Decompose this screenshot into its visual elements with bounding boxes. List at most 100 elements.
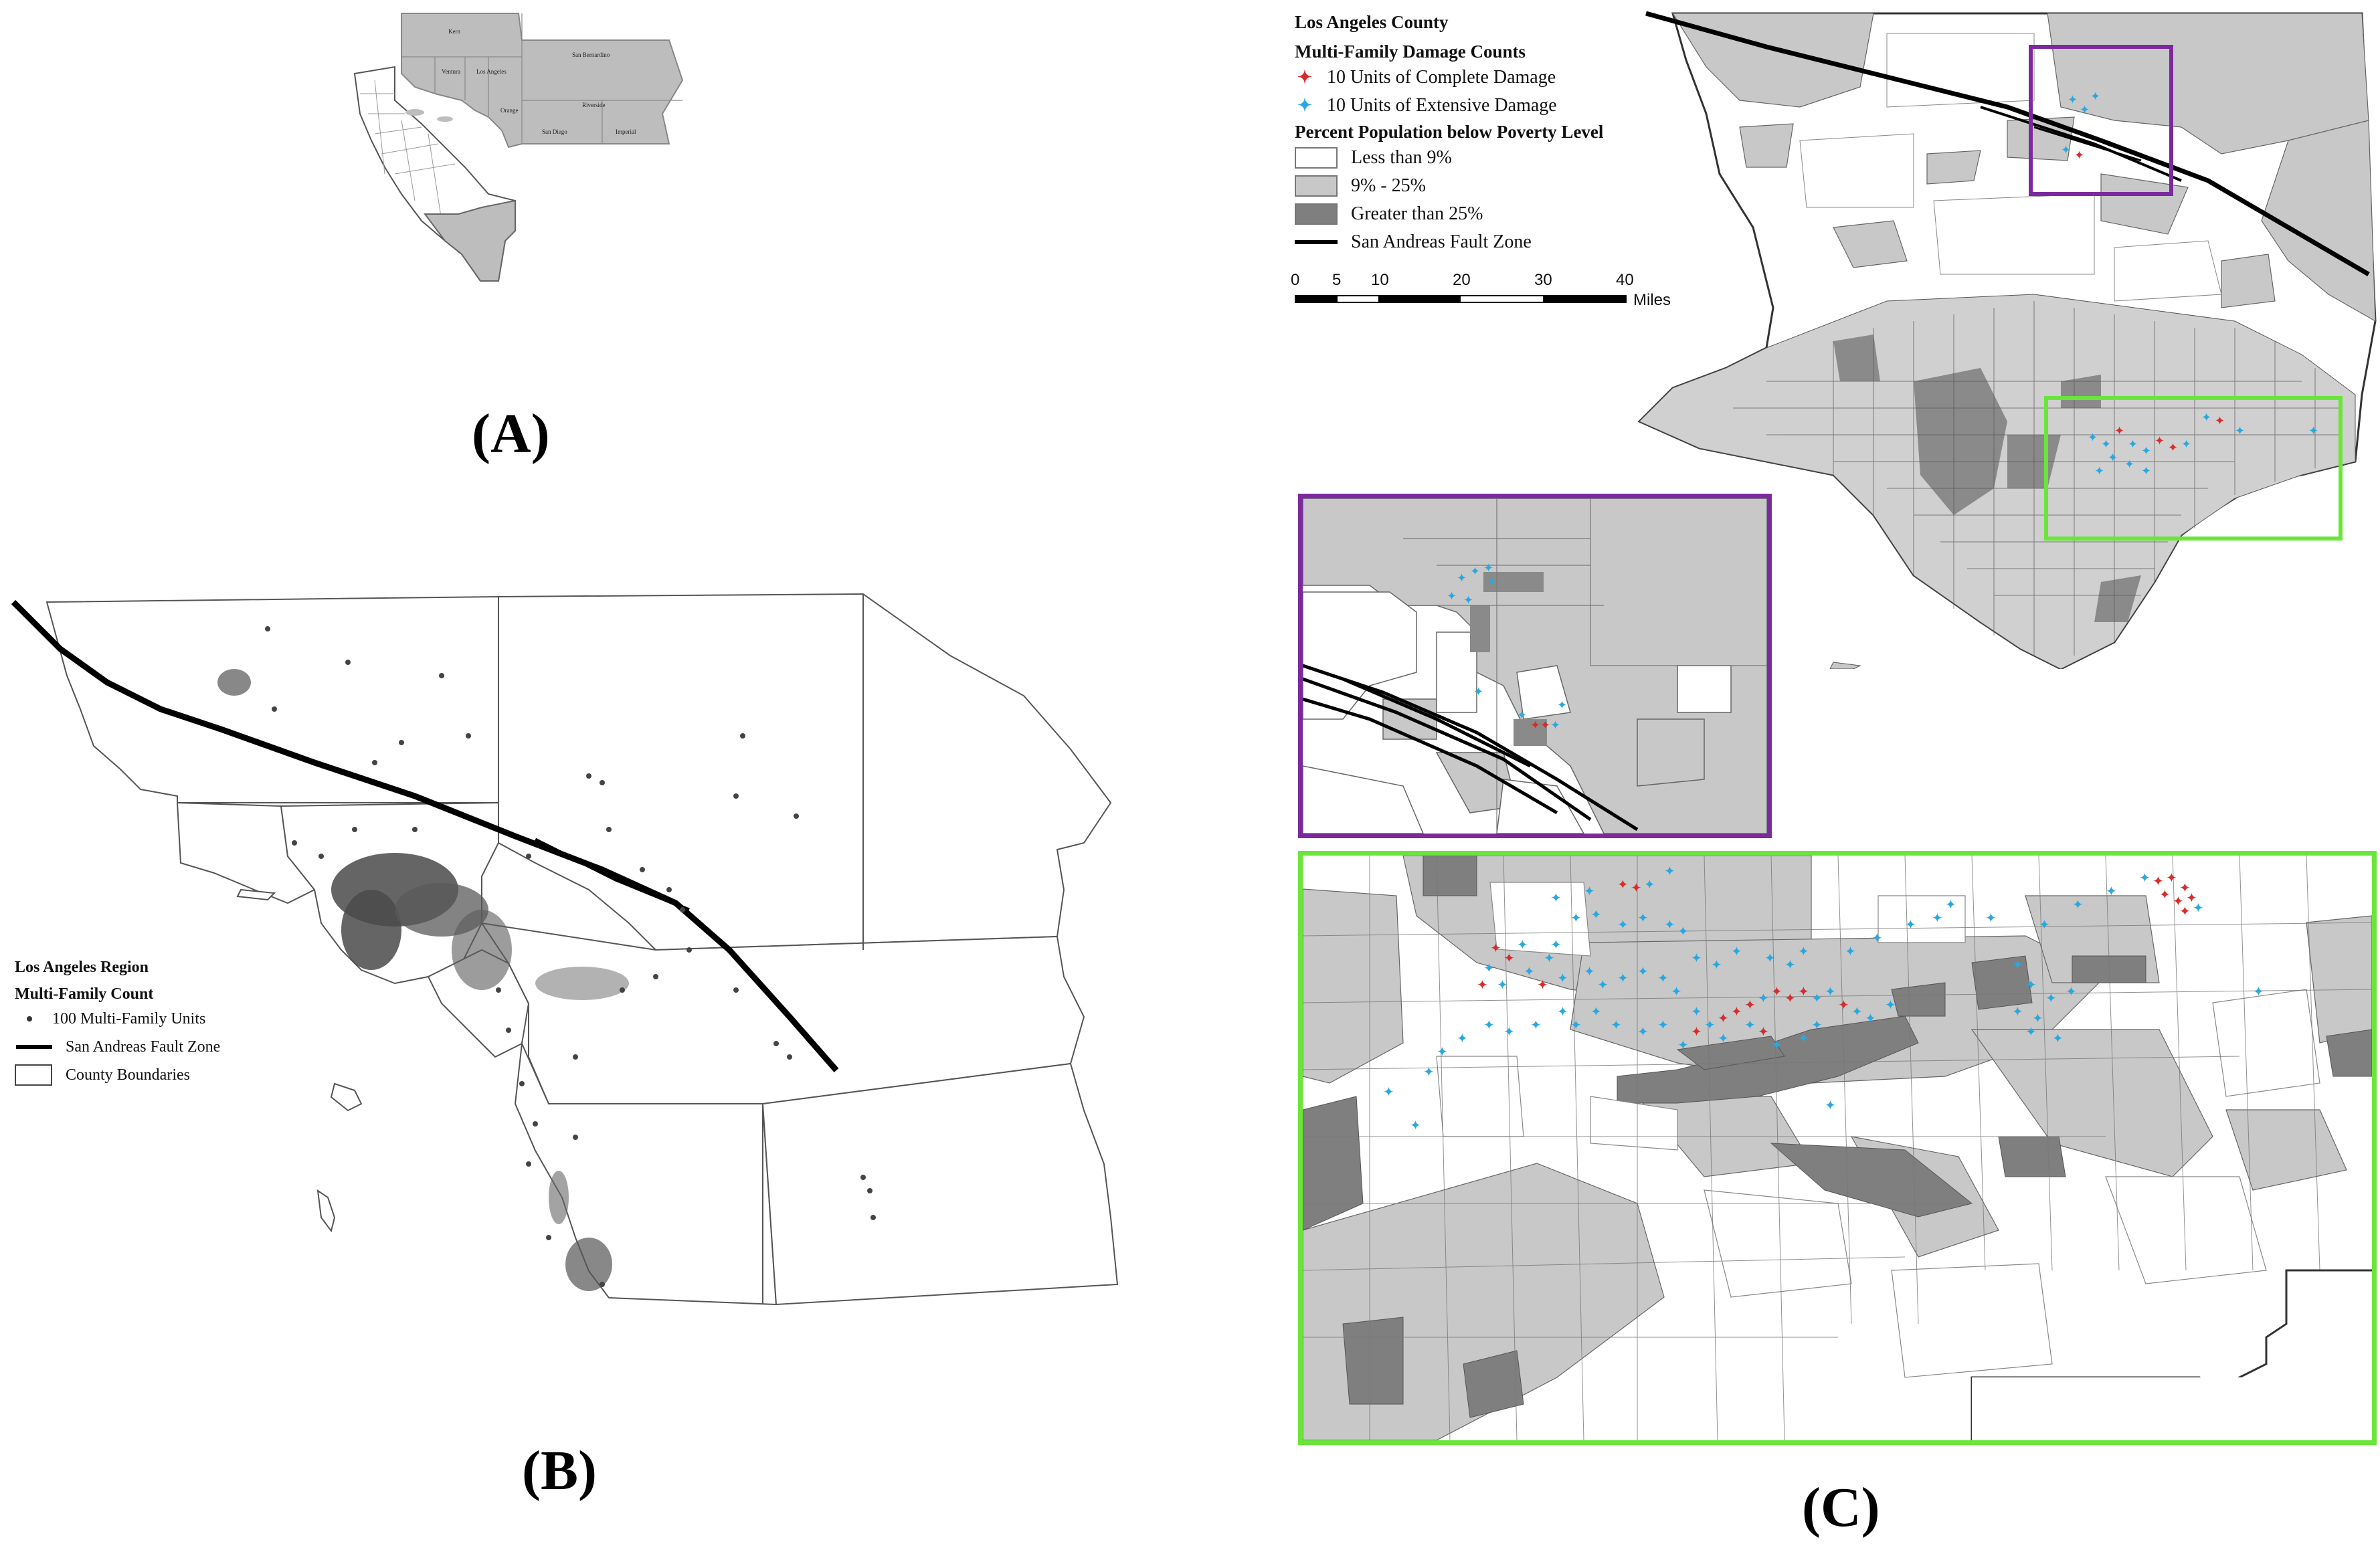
svg-text:✦: ✦: [1584, 883, 1595, 899]
svg-text:✦: ✦: [2253, 983, 2264, 999]
svg-text:✦: ✦: [1825, 983, 1836, 999]
island-san-clemente: [316, 1189, 336, 1233]
svg-text:✦: ✦: [2080, 103, 2090, 117]
svg-text:✦: ✦: [2061, 143, 2071, 157]
inset-county-lines: [401, 13, 682, 144]
svg-text:✦: ✦: [2155, 434, 2165, 448]
svg-text:✦: ✦: [1657, 1017, 1669, 1033]
legend-c-poverty-title: Percent Population below Poverty Level: [1295, 122, 1604, 142]
svg-text:✦: ✦: [2186, 890, 2197, 906]
svg-text:✦: ✦: [2090, 90, 2100, 104]
svg-text:✦: ✦: [1798, 943, 1809, 959]
svg-text:✦: ✦: [1945, 896, 1956, 912]
inset-purple-high-tracts: [1470, 572, 1547, 746]
legend-c-label: 10 Units of Complete Damage: [1327, 67, 1556, 88]
svg-text:✦: ✦: [1691, 950, 1702, 966]
svg-text:✦: ✦: [2114, 424, 2124, 438]
svg-text:✦: ✦: [1457, 1030, 1468, 1046]
inset-box-purple: [2029, 45, 2173, 196]
legend-panel-b: Los Angeles Region Multi-Family Count 10…: [15, 957, 256, 1089]
legend-c-label: Greater than 25%: [1351, 203, 1483, 224]
svg-text:✦: ✦: [1932, 910, 1943, 926]
svg-text:✦: ✦: [1811, 1017, 1823, 1033]
svg-text:✦: ✦: [1557, 970, 1568, 986]
svg-text:✦: ✦: [1383, 1084, 1394, 1100]
svg-text:✦: ✦: [1590, 1003, 1602, 1019]
svg-text:✦: ✦: [1517, 708, 1527, 722]
svg-text:✦: ✦: [2153, 873, 2164, 889]
svg-text:✦: ✦: [1664, 916, 1675, 933]
legend-c-label: San Andreas Fault Zone: [1351, 231, 1532, 252]
svg-text:✦: ✦: [1838, 997, 1849, 1013]
svg-text:✦: ✦: [2193, 900, 2204, 916]
inset-green-tract-mesh: [1303, 856, 2372, 1440]
svg-text:✦: ✦: [1550, 890, 1562, 906]
svg-text:✦: ✦: [2141, 444, 2151, 458]
fault-line-icon: [1295, 240, 1338, 244]
legend-b-item: 100 Multi-Family Units: [15, 1005, 256, 1033]
california-locator-map: Kern San Bernardino Ventura Los Angeles …: [353, 13, 684, 282]
poverty-low-swatch: [1295, 147, 1338, 169]
svg-text:✦: ✦: [1437, 1044, 1448, 1060]
scale-unit: Miles: [1633, 291, 1671, 309]
legend-b-title: Los Angeles Region: [15, 959, 149, 976]
svg-text:✦: ✦: [1611, 1017, 1622, 1033]
southern-california-highlight: [424, 199, 516, 282]
panel-c-inset-purple: ✦ ✦ ✦ ✦ ✦ ✦ ✦ ✦ ✦ ✦ ✦ ✦: [1298, 494, 1772, 838]
svg-text:✦: ✦: [1497, 977, 1508, 993]
california-county-lines: [360, 80, 456, 221]
map-label-kern: Kern: [448, 28, 460, 35]
scale-tick: 20: [1453, 271, 1471, 289]
svg-text:✦: ✦: [1631, 880, 1642, 896]
poverty-low-tracts: [1799, 33, 2222, 302]
svg-text:✦: ✦: [1718, 1030, 1729, 1046]
scale-tick: 40: [1616, 271, 1634, 289]
panel-c-la-county-map: ✦ ✦ ✦ ✦ ✦ ✦ ✦ ✦ ✦ ✦ ✦ ✦ ✦ ✦ ✦ ✦ ✦ ✦ ✦ ✦ ✦: [1633, 7, 2379, 669]
multi-family-dots: [217, 626, 876, 1291]
complete-damage-marker-icon: ✦: [1297, 68, 1312, 87]
legend-b-label: County Boundaries: [66, 1066, 190, 1084]
inset-purple-white-tracts: [1303, 591, 1732, 834]
dot-symbol-icon: [27, 1016, 32, 1022]
inset-purple-fault: [1303, 664, 1639, 832]
panel-b: Los Angeles Region Multi-Family Count 10…: [0, 575, 1151, 1325]
inset-purple-markers: ✦ ✦ ✦✦ ✦✦ ✦✦ ✦✦ ✦ ✦: [1447, 561, 1567, 733]
inset-green-markers: ✦ ✦ ✦ ✦ ✦✦ ✦ ✦ ✦✦ ✦✦ ✦✦ ✦ ✦ ✦✦ ✦ ✦ ✦ ✦ ✦ ✦ ✦✦ ✦…: [1383, 863, 2264, 1133]
svg-text:✦: ✦: [2088, 431, 2098, 445]
inset-green-high-tracts: [1303, 856, 2372, 1418]
svg-text:✦: ✦: [2101, 437, 2111, 452]
la-basin-tracts: [1639, 294, 2356, 669]
southern-california-county-map: [11, 593, 1119, 1306]
map-label-orange: Orange: [500, 107, 519, 114]
svg-text:✦: ✦: [1544, 950, 1555, 966]
svg-text:✦: ✦: [1557, 698, 1567, 712]
inset-purple-boundaries: [1403, 498, 1767, 834]
county-boundary-box-icon: [15, 1064, 52, 1086]
svg-text:✦: ✦: [1637, 963, 1649, 979]
svg-text:✦: ✦: [1764, 950, 1776, 966]
svg-text:✦: ✦: [2012, 1003, 2023, 1019]
svg-text:✦: ✦: [1617, 970, 1629, 986]
legend-c-poverty-item: Less than 9%: [1295, 144, 1710, 172]
svg-text:✦: ✦: [1617, 916, 1629, 933]
svg-text:✦: ✦: [1671, 983, 1682, 999]
legend-b-subtitle: Multi-Family Count: [15, 985, 154, 1003]
svg-text:✦: ✦: [1731, 943, 1742, 959]
legend-c-damage-item: ✦ 10 Units of Complete Damage: [1295, 64, 1710, 92]
map-label-riverside: Riverside: [582, 102, 606, 108]
svg-text:✦: ✦: [1677, 923, 1689, 939]
san-andreas-fault: [11, 599, 839, 1072]
svg-text:✦: ✦: [1677, 1037, 1689, 1053]
tract-mesh: [1733, 301, 2342, 656]
scale-tick: 5: [1332, 271, 1342, 289]
svg-text:✦: ✦: [2094, 464, 2104, 478]
poverty-high-swatch: [1295, 203, 1338, 225]
svg-text:✦: ✦: [2179, 880, 2191, 896]
svg-text:✦: ✦: [2166, 870, 2177, 886]
svg-text:✦: ✦: [2045, 990, 2057, 1006]
svg-text:✦: ✦: [2012, 957, 2023, 973]
county-boundaries: [498, 594, 864, 1304]
legend-b-item: San Andreas Fault Zone: [15, 1033, 256, 1061]
svg-text:✦: ✦: [1457, 571, 1467, 585]
svg-text:✦: ✦: [1784, 957, 1796, 973]
